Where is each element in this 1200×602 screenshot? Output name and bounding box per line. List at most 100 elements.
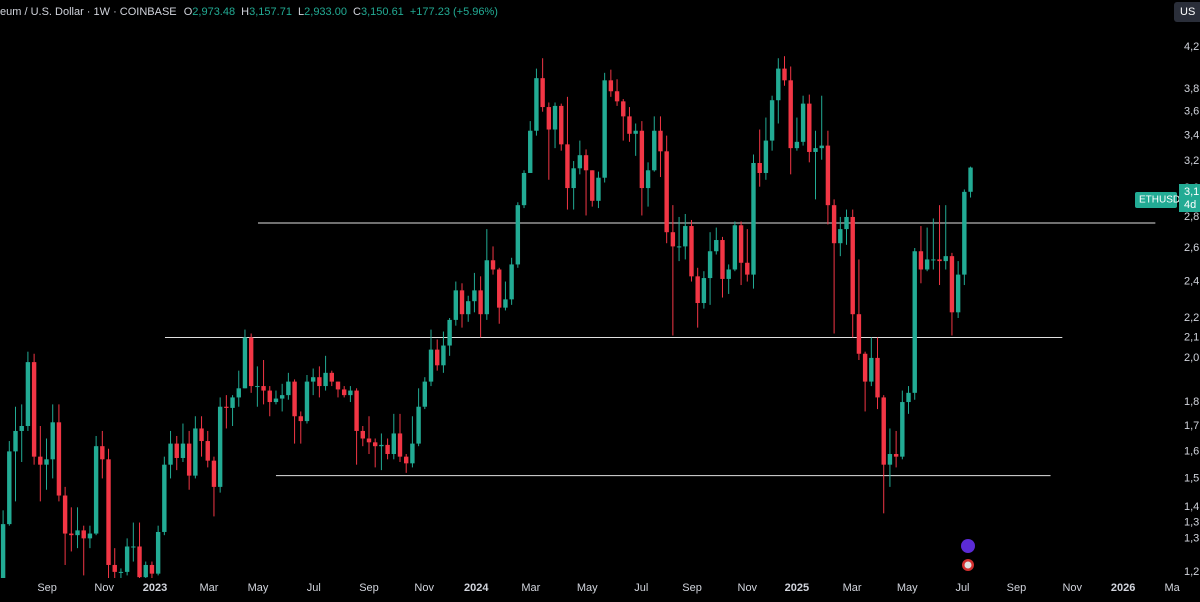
x-tick-label: Sep <box>1007 582 1027 594</box>
plot-area <box>0 56 1156 578</box>
candle-body <box>335 381 341 390</box>
x-tick-label: May <box>577 582 598 594</box>
candle-body <box>199 428 204 442</box>
candle-body <box>447 319 452 346</box>
candle-body <box>124 546 130 572</box>
candle-body <box>410 443 415 464</box>
candle-body <box>323 372 328 387</box>
candle-body <box>503 299 508 308</box>
change-value: +177.23 (+5.96%) <box>410 6 498 18</box>
candle-body <box>131 546 136 548</box>
candle-body <box>69 533 74 536</box>
candle-body <box>56 422 62 496</box>
x-tick-label: Nov <box>738 582 758 594</box>
candle-body <box>81 530 86 539</box>
candle-body <box>397 433 403 457</box>
candle-body <box>695 276 700 304</box>
candle-body <box>968 167 973 192</box>
candle-body <box>341 389 347 396</box>
currency-button[interactable] <box>1174 2 1200 22</box>
candle-body <box>664 151 669 233</box>
candle-body <box>720 240 725 279</box>
candle-body <box>875 357 880 398</box>
candle-body <box>596 177 601 201</box>
candle-body <box>689 226 694 277</box>
candle-body <box>13 430 18 452</box>
candle-body <box>143 564 148 578</box>
candle-body <box>255 386 260 388</box>
candle-body <box>31 362 37 457</box>
candle-body <box>800 103 806 142</box>
y-tick-label: 3,2 <box>1184 155 1199 167</box>
event-icon[interactable] <box>961 539 975 553</box>
candle-body <box>453 290 459 320</box>
candle-body <box>757 162 762 173</box>
event-icons[interactable] <box>961 539 975 571</box>
candle-body <box>186 443 192 476</box>
candle-body <box>565 144 570 189</box>
candle-body <box>825 145 831 206</box>
candle-body <box>112 564 117 572</box>
candle-body <box>193 428 198 476</box>
candle-body <box>912 251 917 393</box>
candle-body <box>906 392 911 403</box>
candle-body <box>776 68 781 101</box>
legend: eum / U.S. Dollar · 1W · COINBASE O2,973… <box>0 6 498 18</box>
candle-body <box>949 256 955 313</box>
x-tick-label: Sep <box>37 582 57 594</box>
candle-body <box>670 232 676 247</box>
candle-body <box>540 78 545 108</box>
x-tick-label: 2023 <box>143 582 167 594</box>
candle-body <box>230 397 235 408</box>
candle-body <box>639 130 645 189</box>
symbol-tag <box>1135 192 1177 208</box>
candle-body <box>372 442 378 447</box>
candle-body <box>701 278 707 304</box>
candle-body <box>509 264 514 300</box>
candle-body <box>521 172 527 206</box>
candle-body <box>155 531 161 574</box>
event-icon-inner <box>964 561 972 569</box>
candle-body <box>404 456 409 464</box>
close-value: 3,150.61 <box>361 6 404 18</box>
candle-body <box>168 443 173 465</box>
candle-body <box>317 377 322 387</box>
candle-body <box>862 353 868 382</box>
candle-body <box>422 381 428 407</box>
candle-body <box>924 259 930 270</box>
candle-body <box>385 444 390 455</box>
candle-body <box>918 251 924 270</box>
x-tick-label: 2024 <box>464 582 489 594</box>
candle-body <box>87 533 93 539</box>
x-tick-label: Ma <box>1164 582 1180 594</box>
y-tick-label: 1,8 <box>1184 396 1199 408</box>
candle-body <box>137 546 142 578</box>
candle-body <box>955 274 961 313</box>
candle-body <box>217 406 223 487</box>
candle-body <box>608 80 614 92</box>
candle-body <box>428 349 434 382</box>
currency-label[interactable]: US <box>1180 6 1195 18</box>
candle-body <box>490 260 496 270</box>
candle-body <box>292 381 297 417</box>
candle-body <box>38 456 43 465</box>
candle-body <box>881 397 886 465</box>
candle-body <box>180 443 186 458</box>
candle-body <box>19 425 24 431</box>
candle-body <box>794 141 800 149</box>
x-tick-label: 2026 <box>1111 582 1135 594</box>
x-tick-label: Jul <box>634 582 648 594</box>
candle-body <box>534 78 539 131</box>
candle-body <box>732 225 738 270</box>
candle-body <box>962 191 967 275</box>
candle-body <box>149 564 155 574</box>
y-tick-label: 1,7 <box>1184 420 1199 432</box>
candle-body <box>279 395 285 399</box>
candle-body <box>838 229 843 244</box>
candle-body <box>614 91 620 102</box>
candle-body <box>236 388 241 398</box>
y-tick-label: 4,2 <box>1184 41 1199 53</box>
candle-body <box>707 251 713 279</box>
candle-body <box>738 225 744 263</box>
candle-body <box>627 116 632 134</box>
